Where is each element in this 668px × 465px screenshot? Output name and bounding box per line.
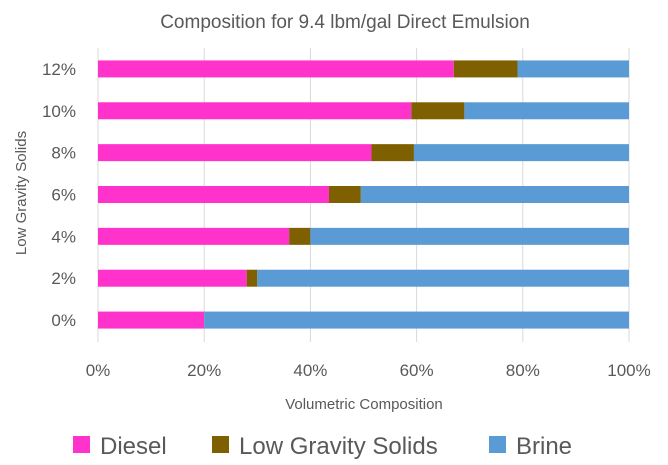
bar-segment-brine — [464, 102, 629, 120]
bar-segment-brine — [204, 311, 629, 329]
bars — [98, 60, 629, 329]
y-tick-labels: 0% 2% 4% 6% 8% 10% 12% — [42, 60, 76, 330]
legend-label: Diesel — [100, 433, 167, 460]
bar-segment-brine — [517, 60, 629, 78]
x-tick-label: 60% — [400, 361, 434, 380]
y-tick-label: 2% — [51, 269, 76, 288]
y-tick-label: 6% — [51, 186, 76, 205]
x-tick-label: 40% — [293, 361, 327, 380]
legend-label: Brine — [516, 433, 572, 460]
bar-segment-low-gravity-solids — [371, 144, 414, 162]
x-tick-label: 20% — [187, 361, 221, 380]
y-tick-label: 8% — [51, 144, 76, 163]
x-axis-title: Volumetric Composition — [285, 396, 443, 413]
bar-segment-brine — [310, 227, 629, 245]
bar-segment-diesel — [98, 311, 205, 329]
bar-segment-low-gravity-solids — [411, 102, 465, 120]
bar-segment-brine — [413, 144, 629, 162]
y-tick-label: 10% — [42, 102, 76, 121]
bar-segment-diesel — [98, 227, 290, 245]
bar-segment-diesel — [98, 60, 454, 78]
legend-label: Low Gravity Solids — [239, 433, 438, 460]
bar-segment-brine — [257, 269, 629, 287]
legend-swatch — [212, 436, 229, 453]
bar-segment-diesel — [98, 102, 412, 120]
y-tick-label: 12% — [42, 60, 76, 79]
bar-segment-diesel — [98, 144, 372, 162]
y-tick-label: 0% — [51, 311, 76, 330]
bar-segment-low-gravity-solids — [328, 186, 361, 203]
y-tick-label: 4% — [51, 227, 76, 246]
x-tick-label: 100% — [607, 361, 650, 380]
y-axis-title: Low Gravity Solids — [13, 131, 30, 255]
legend-swatch — [489, 436, 506, 453]
chart-title: Composition for 9.4 lbm/gal Direct Emuls… — [160, 12, 530, 33]
bar-segment-low-gravity-solids — [289, 227, 311, 245]
bar-segment-brine — [360, 186, 629, 203]
bar-segment-low-gravity-solids — [453, 60, 518, 78]
bar-segment-diesel — [98, 269, 247, 287]
x-tick-label: 80% — [506, 361, 540, 380]
bar-segment-diesel — [98, 186, 329, 203]
bar-segment-low-gravity-solids — [246, 269, 258, 287]
legend: Diesel Low Gravity Solids Brine — [73, 433, 572, 460]
x-tick-labels: 0% 20% 40% 60% 80% 100% — [86, 361, 651, 380]
x-tick-label: 0% — [86, 361, 111, 380]
legend-swatch — [73, 436, 90, 453]
